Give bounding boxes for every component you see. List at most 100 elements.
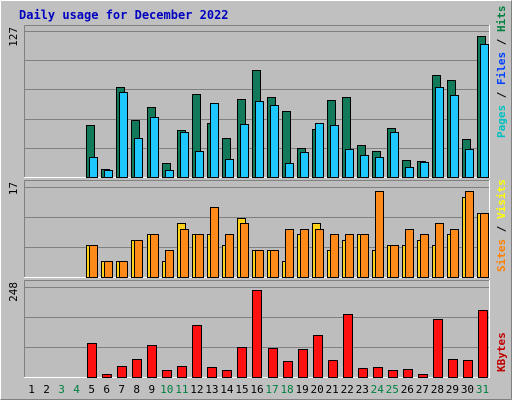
bar-files-day-17 — [270, 105, 279, 178]
bar-sites-day-10 — [165, 250, 174, 278]
bar-sites-day-13 — [210, 207, 219, 278]
bar-kbytes-day-18 — [283, 361, 293, 378]
bar-files-day-14 — [225, 159, 234, 178]
bar-sites-day-14 — [225, 234, 234, 278]
day-label-6: 6 — [103, 383, 110, 396]
bar-files-day-27 — [420, 162, 429, 178]
day-label-12: 12 — [190, 383, 203, 396]
bar-kbytes-day-27 — [418, 374, 428, 378]
bar-files-day-30 — [465, 149, 474, 178]
panel-legend: KBytes — [495, 332, 508, 372]
bar-sites-day-16 — [255, 250, 264, 278]
bar-kbytes-day-14 — [222, 370, 232, 378]
panel-1: 127 Pages / Files / Hits — [7, 6, 508, 178]
day-label-4: 4 — [73, 383, 80, 396]
bar-files-day-20 — [315, 123, 324, 178]
bar-kbytes-day-6 — [102, 374, 112, 378]
bar-kbytes-day-19 — [298, 349, 308, 378]
day-label-29: 29 — [446, 383, 459, 396]
day-label-13: 13 — [205, 383, 218, 396]
bar-sites-day-6 — [104, 261, 113, 278]
bar-sites-day-23 — [360, 234, 369, 278]
bar-sites-day-31 — [480, 213, 489, 278]
bar-files-day-10 — [165, 170, 174, 178]
bar-sites-day-7 — [119, 261, 128, 278]
bar-kbytes-day-26 — [403, 369, 413, 378]
bar-sites-day-25 — [390, 245, 399, 278]
bar-kbytes-day-25 — [388, 370, 398, 378]
bar-sites-day-19 — [300, 229, 309, 278]
bar-sites-day-29 — [450, 229, 459, 278]
bar-sites-day-17 — [270, 250, 279, 278]
legend-part: / — [495, 85, 508, 105]
day-label-1: 1 — [28, 383, 35, 396]
bar-kbytes-day-5 — [87, 343, 97, 378]
bar-kbytes-day-22 — [343, 314, 353, 378]
legend-part: Pages — [495, 105, 508, 138]
day-label-30: 30 — [461, 383, 474, 396]
panel-2: 17 Sites / Visits — [7, 179, 508, 278]
day-label-25: 25 — [386, 383, 399, 396]
bar-kbytes-day-16 — [252, 290, 262, 378]
day-label-5: 5 — [88, 383, 95, 396]
chart-title: Daily usage for December 2022 — [19, 8, 229, 22]
legend-part: KBytes — [495, 332, 508, 372]
day-label-2: 2 — [43, 383, 50, 396]
bar-files-day-5 — [89, 157, 98, 178]
day-label-20: 20 — [311, 383, 324, 396]
bar-sites-day-18 — [285, 229, 294, 278]
day-label-7: 7 — [118, 383, 125, 396]
bar-files-day-23 — [360, 155, 369, 178]
bar-sites-day-27 — [420, 234, 429, 278]
bar-sites-day-15 — [240, 223, 249, 278]
bar-sites-day-9 — [150, 234, 159, 278]
bar-files-day-16 — [255, 101, 264, 178]
bar-sites-day-21 — [330, 234, 339, 278]
day-label-31: 31 — [476, 383, 489, 396]
bar-files-day-24 — [375, 157, 384, 178]
bar-files-day-8 — [134, 138, 143, 178]
day-label-22: 22 — [341, 383, 354, 396]
bar-kbytes-day-28 — [433, 319, 443, 378]
bar-files-day-25 — [390, 132, 399, 178]
panel-max-label: 248 — [7, 282, 20, 302]
day-label-21: 21 — [326, 383, 339, 396]
day-label-24: 24 — [371, 383, 385, 396]
bar-files-day-19 — [300, 152, 309, 178]
day-label-3: 3 — [58, 383, 65, 396]
panel-max-label: 127 — [7, 27, 20, 47]
bar-files-day-28 — [435, 87, 444, 178]
bar-kbytes-day-20 — [313, 335, 323, 378]
chart-panels: 127 Pages / Files / Hits 17 Sites / Visits 2… — [7, 6, 508, 378]
bar-kbytes-day-15 — [237, 347, 247, 378]
legend-part: Files — [495, 52, 508, 85]
bar-kbytes-day-24 — [373, 367, 383, 378]
bar-kbytes-day-10 — [162, 370, 172, 378]
bar-kbytes-day-9 — [147, 345, 157, 378]
day-label-27: 27 — [416, 383, 429, 396]
bar-files-day-13 — [210, 103, 219, 178]
bar-sites-day-28 — [435, 223, 444, 278]
bar-kbytes-day-17 — [268, 348, 278, 378]
bar-files-day-29 — [450, 95, 459, 178]
bar-kbytes-day-29 — [448, 359, 458, 378]
bar-kbytes-day-23 — [358, 368, 368, 378]
day-label-16: 16 — [250, 383, 263, 396]
day-label-17: 17 — [265, 383, 278, 396]
bar-sites-day-24 — [375, 191, 384, 278]
day-labels: 1 2 3 4 5 6 7 8 9 10 11 12 13 14 15 16 17 18 19 20 21 22 23 24 2… — [28, 383, 489, 396]
legend-part: Hits — [495, 6, 508, 33]
day-label-23: 23 — [356, 383, 369, 396]
bar-kbytes-day-7 — [117, 366, 127, 378]
bar-files-day-18 — [285, 163, 294, 178]
legend-part: Visits — [495, 179, 508, 219]
day-label-8: 8 — [133, 383, 140, 396]
bar-files-day-7 — [119, 92, 128, 178]
day-label-14: 14 — [220, 383, 234, 396]
bar-sites-day-5 — [89, 245, 98, 278]
bar-sites-day-22 — [345, 234, 354, 278]
bar-kbytes-day-11 — [177, 366, 187, 378]
bar-files-day-26 — [405, 167, 414, 178]
